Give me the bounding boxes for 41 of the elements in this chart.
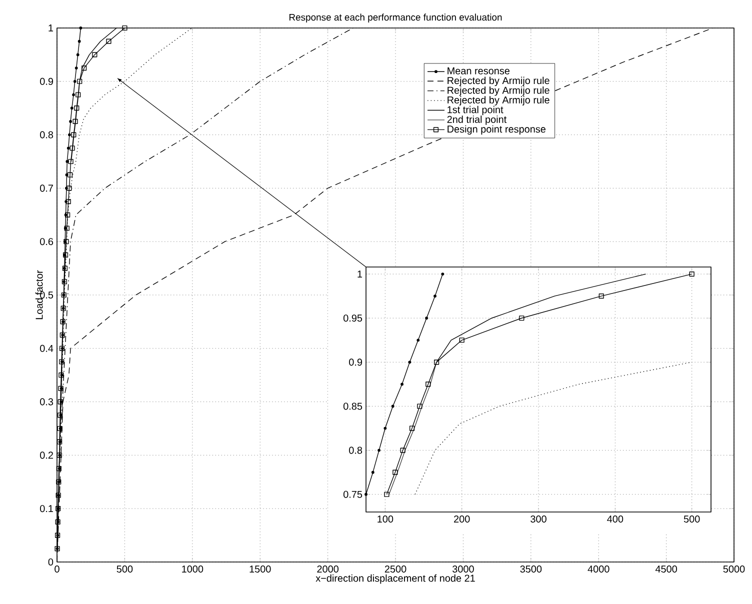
- y-tick-label: 1: [358, 270, 362, 278]
- x-tick-label: 500: [684, 516, 700, 523]
- y-tick-label: 0.85: [343, 402, 362, 410]
- y-tick-label: 0.6: [40, 238, 54, 246]
- y-tick-label: 1: [48, 24, 53, 32]
- x-tick-label: 200: [454, 516, 470, 523]
- legend-label: 2nd trial point: [447, 116, 507, 125]
- y-tick-label: 0.2: [40, 452, 53, 459]
- legend-label: Mean resonse: [448, 67, 510, 74]
- x-tick-label: 1500: [250, 566, 271, 573]
- y-tick-label: 0.1: [40, 505, 54, 512]
- legend-label: Rejected by Armijo rule: [448, 76, 550, 86]
- x-tick-label: 2500: [384, 566, 406, 573]
- legend-label: 1st trial point: [448, 106, 504, 116]
- x-tick-label: 0: [54, 566, 60, 573]
- y-tick-label: 0.9: [40, 78, 54, 85]
- y-tick-label: 0.9: [349, 358, 362, 366]
- x-axis-title: x−direction displacement of node 21: [316, 574, 475, 584]
- legend-label: Rejected by Armijo rule: [448, 96, 550, 106]
- x-tick-label: 5000: [723, 566, 745, 573]
- x-tick-label: 1000: [182, 566, 204, 573]
- y-tick-label: 0.4: [40, 344, 54, 352]
- legend-label: Rejected by Armijo rule: [448, 86, 550, 96]
- x-tick-label: 4500: [655, 566, 677, 573]
- y-tick-label: 0.3: [40, 398, 54, 406]
- x-tick-label: 500: [116, 566, 133, 573]
- y-tick-label: 0.8: [40, 131, 54, 138]
- y-tick-label: 0.7: [40, 184, 53, 192]
- y-tick-label: 0.95: [343, 314, 362, 322]
- chart-title: Response at each performance function evaluation: [289, 14, 502, 22]
- x-tick-label: 3500: [520, 566, 542, 573]
- y-tick-label: 0: [48, 558, 54, 566]
- legend-label: Design point response: [448, 125, 546, 135]
- y-tick-label: 0.8: [349, 446, 362, 454]
- y-tick-label: 0.75: [343, 490, 362, 498]
- x-tick-label: 100: [378, 516, 394, 523]
- x-tick-label: 3000: [452, 566, 474, 573]
- x-tick-label: 400: [607, 516, 624, 523]
- x-tick-label: 4000: [588, 566, 610, 573]
- x-tick-label: 300: [530, 516, 546, 523]
- x-tick-label: 2000: [317, 566, 338, 573]
